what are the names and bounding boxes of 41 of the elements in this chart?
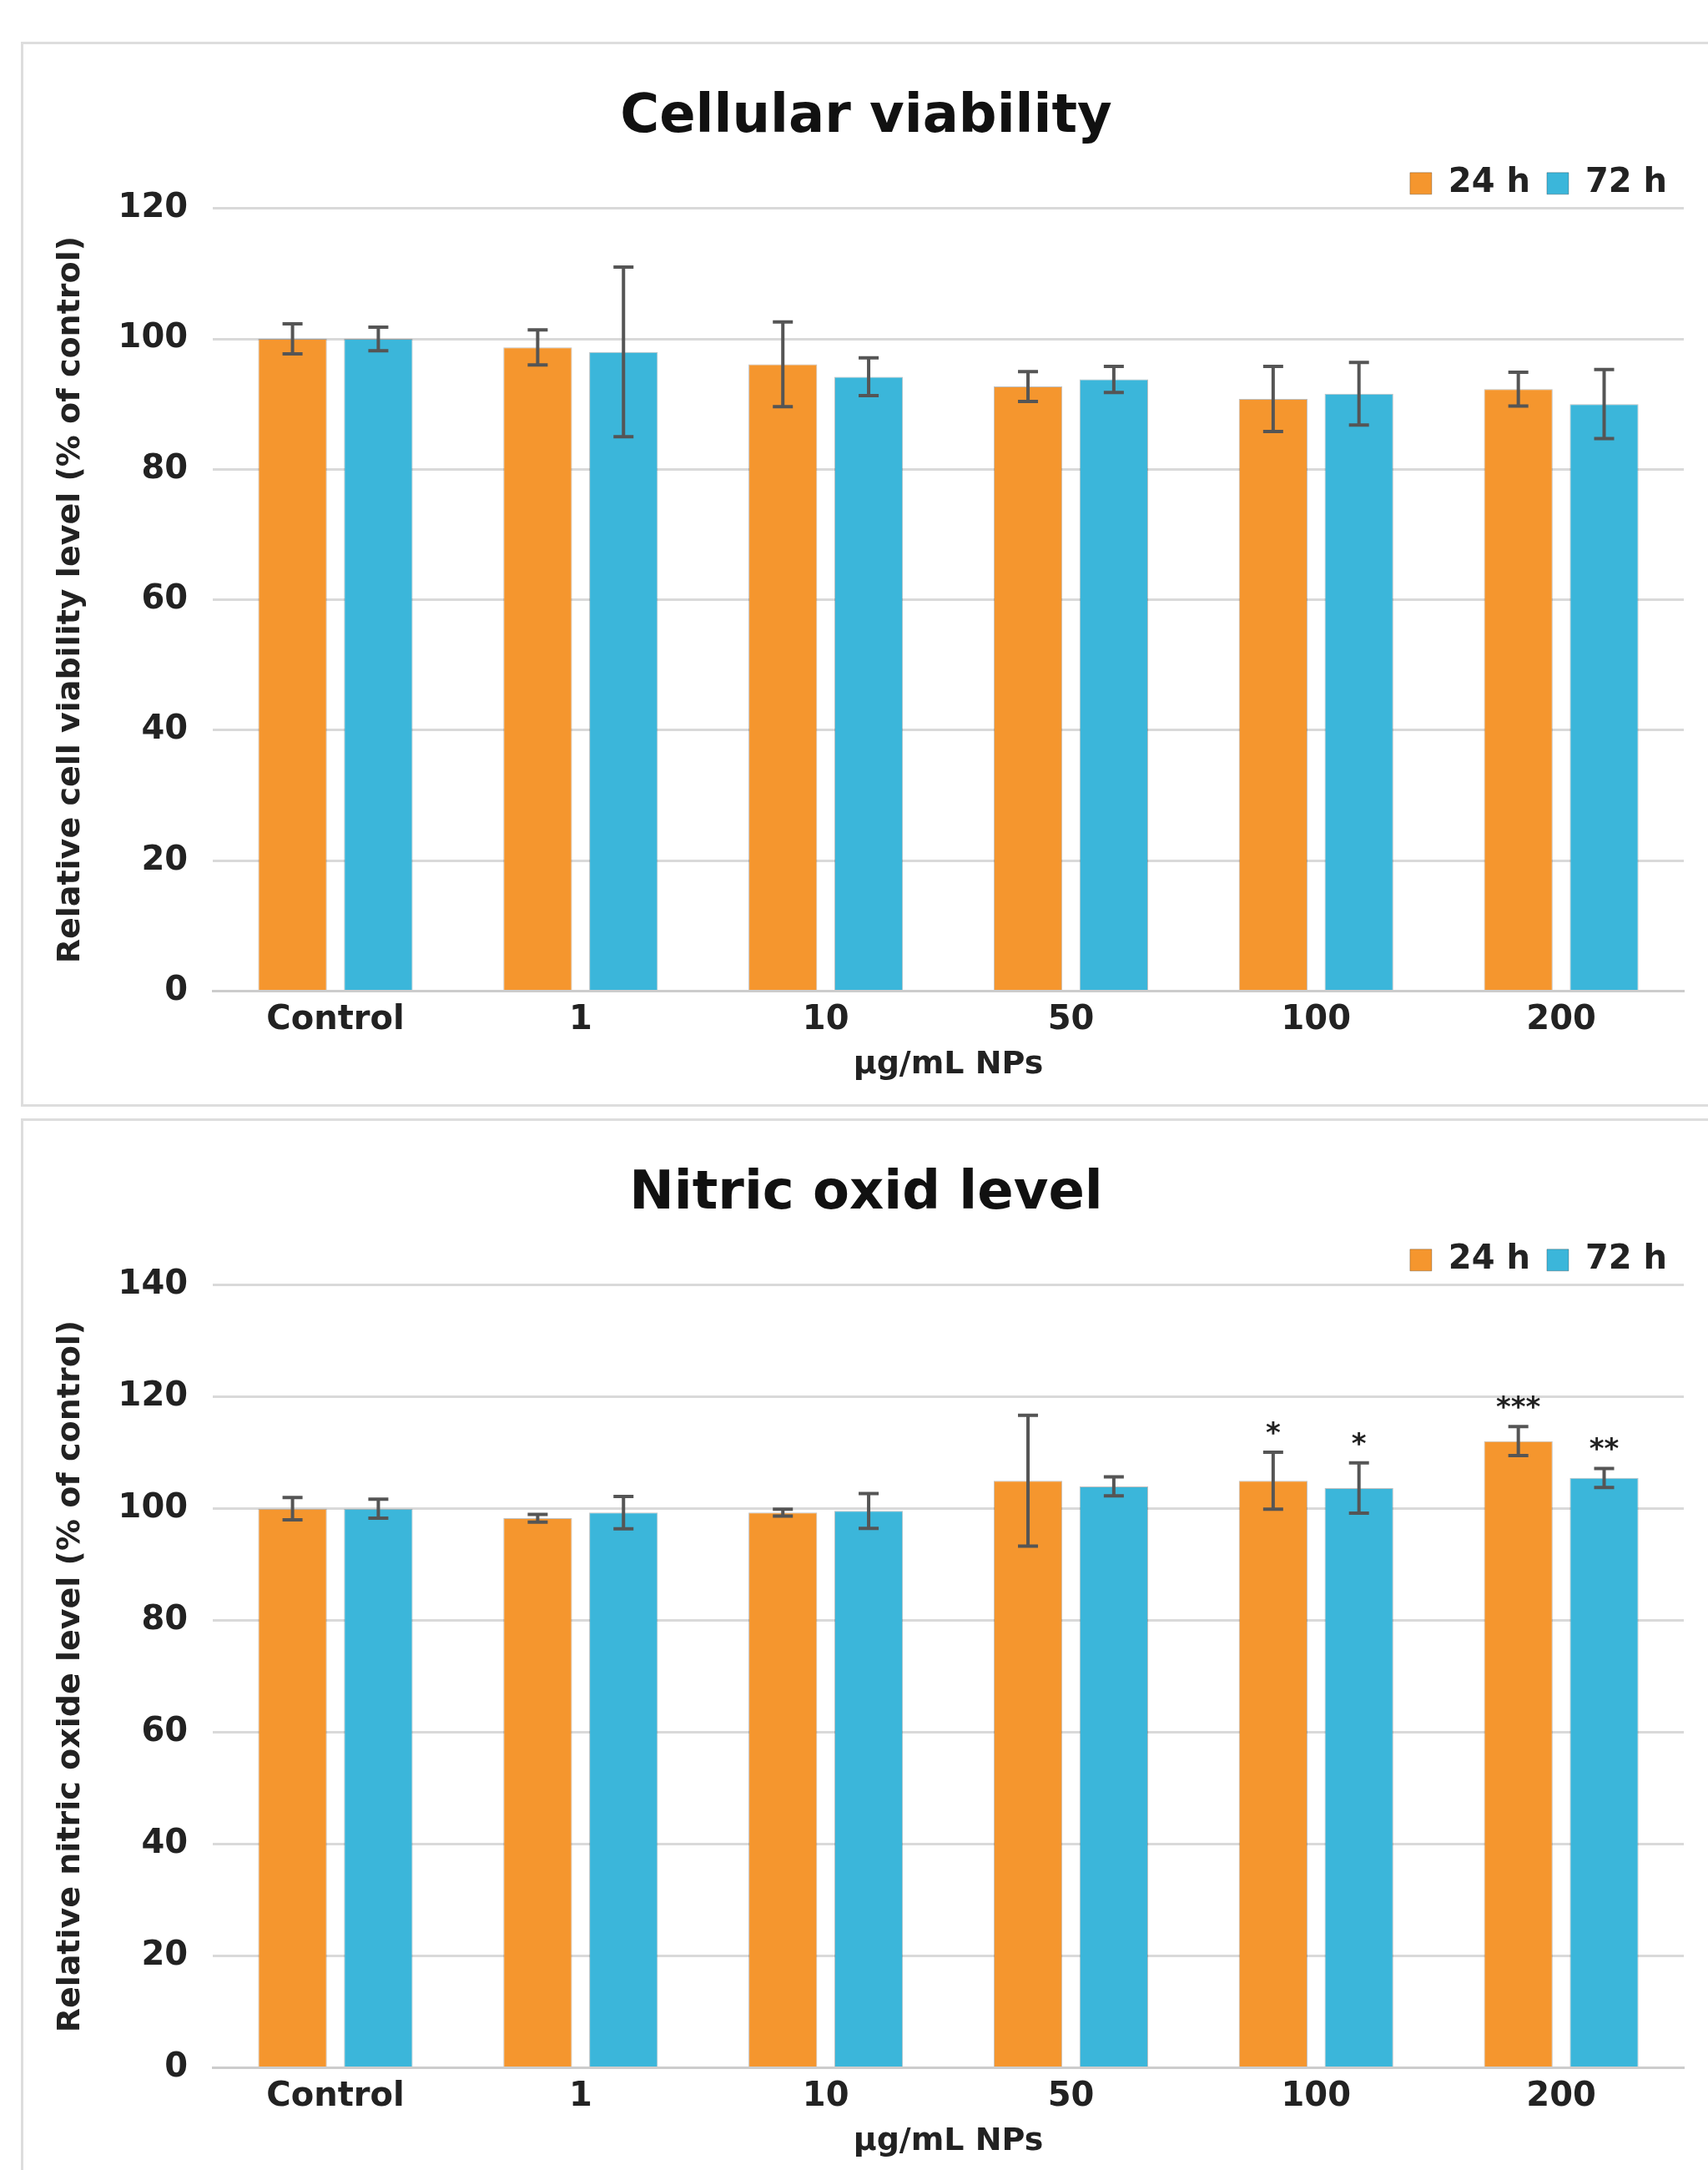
x-tick-label: 1	[568, 2074, 592, 2113]
x-tick-label: 200	[1526, 2074, 1596, 2113]
y-tick-label: 20	[141, 838, 189, 877]
y-tick-label: 20	[141, 1933, 189, 1972]
legend-label: 24 h	[1448, 1238, 1530, 1277]
chart-title: Nitric oxid level	[629, 1159, 1103, 1222]
x-tick-label: 100	[1281, 2074, 1352, 2113]
x-axis-title: µg/mL NPs	[853, 1044, 1044, 1082]
y-tick-label: 100	[118, 316, 189, 356]
y-tick-label: 60	[141, 1709, 189, 1749]
y-tick-label: 40	[141, 1821, 189, 1860]
x-tick-label: 50	[1047, 997, 1095, 1037]
y-tick-label: 0	[164, 2045, 189, 2084]
legend-label: 72 h	[1585, 1238, 1668, 1277]
data-label: ***	[1496, 1390, 1541, 1424]
y-axis-title: Relative cell viability level (% of control)	[49, 235, 87, 964]
x-tick-label: 10	[802, 2074, 849, 2113]
x-tick-label: 10	[802, 997, 849, 1037]
x-tick-label: Control	[266, 2074, 405, 2113]
y-tick-label: 120	[118, 1375, 189, 1414]
legend-label: 72 h	[1585, 161, 1668, 200]
y-tick-label: 100	[118, 1486, 189, 1526]
data-label: **	[1589, 1431, 1620, 1466]
y-tick-label: 120	[118, 186, 189, 225]
y-tick-label: 40	[141, 708, 189, 747]
x-tick-label: 50	[1047, 2074, 1095, 2113]
x-axis-title: µg/mL NPs	[853, 2121, 1044, 2158]
data-label: *	[1265, 1415, 1281, 1449]
chart-title: Cellular viability	[620, 83, 1112, 145]
x-tick-label: 200	[1526, 997, 1596, 1037]
y-tick-label: 0	[164, 968, 189, 1007]
x-tick-label: 1	[568, 997, 592, 1037]
x-tick-label: Control	[266, 997, 405, 1037]
y-tick-label: 60	[141, 577, 189, 616]
x-tick-label: 100	[1281, 997, 1352, 1037]
y-tick-label: 140	[118, 1263, 189, 1302]
y-tick-label: 80	[141, 447, 189, 486]
legend-label: 24 h	[1448, 161, 1530, 200]
y-tick-label: 80	[141, 1598, 189, 1638]
data-label: *	[1351, 1426, 1367, 1460]
y-axis-title: Relative nitric oxide level (% of control)	[49, 1320, 87, 2033]
